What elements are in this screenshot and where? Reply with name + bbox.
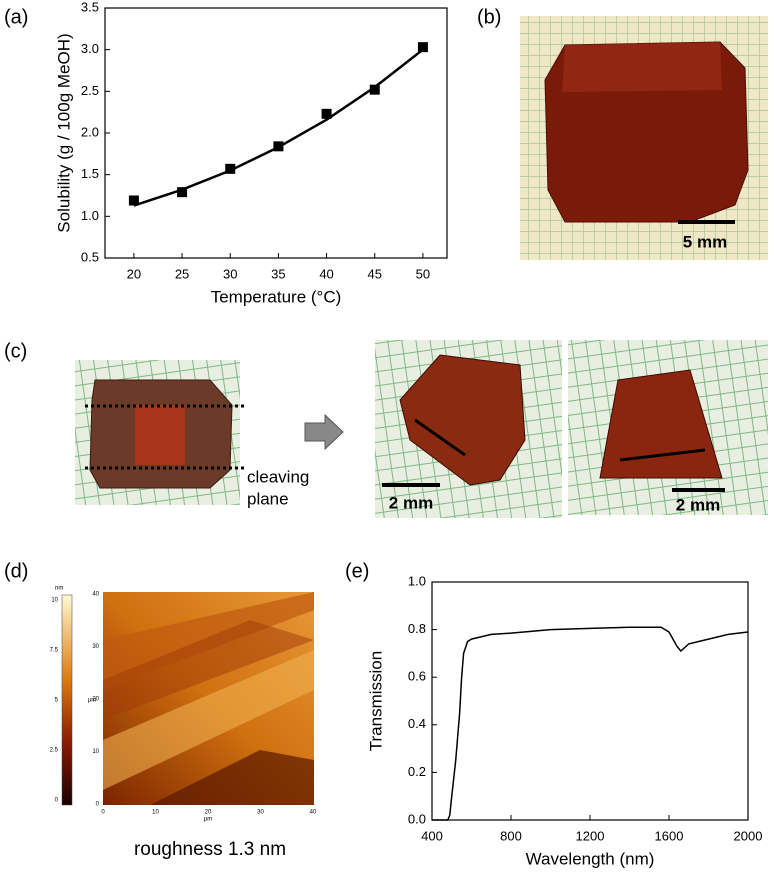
photo-c: cleaving plane 2 mm 2 mm [75, 340, 768, 518]
colorbar-label: 0 [55, 798, 59, 804]
afm-axis-unit: µm [204, 817, 212, 823]
afm-x-label: 20 [205, 810, 212, 816]
x-tick-label: 35 [271, 266, 285, 281]
y-tick-label: 1.0 [81, 208, 99, 223]
x-tick-label: 400 [421, 828, 443, 843]
afm-axis-unit: µm [88, 698, 96, 704]
afm-y-label: 30 [92, 644, 99, 650]
data-point [225, 163, 236, 174]
x-tick-label: 45 [368, 266, 382, 281]
y-tick-label: 2.0 [81, 124, 99, 139]
y-tick-label: 1.0 [408, 573, 426, 588]
annotation: cleaving [247, 467, 309, 486]
y-tick-label: 0.4 [408, 716, 426, 731]
colorbar-label: 7.5 [50, 648, 59, 654]
caption: roughness 1.3 nm [134, 839, 286, 860]
y-tick-label: 0.6 [408, 669, 426, 684]
panel-label: (c) [4, 340, 27, 362]
afm-y-label: 40 [92, 592, 99, 598]
colorbar-unit: nm [55, 586, 63, 592]
data-point [177, 187, 188, 198]
afm-y-label: 10 [92, 749, 99, 755]
panel-label: (a) [4, 6, 28, 28]
photo-b: 5 mm [520, 16, 768, 260]
afm-x-label: 10 [152, 810, 159, 816]
data-point [417, 42, 428, 53]
afm-y-label: 20 [92, 697, 99, 703]
y-tick-label: 1.5 [81, 166, 99, 181]
colorbar-label: 2.5 [50, 748, 59, 754]
x-tick-label: 1600 [655, 828, 684, 843]
data-line [133, 48, 424, 207]
data-point [369, 84, 380, 95]
x-tick-label: 800 [500, 828, 522, 843]
data-line [432, 626, 749, 821]
panel-label: (b) [477, 6, 501, 28]
y-tick-label: 0.5 [81, 249, 99, 264]
y-tick-label: 0.8 [408, 621, 426, 636]
panel-label: (e) [345, 560, 369, 582]
x-tick-label: 20 [127, 266, 141, 281]
afm-image: nm [55, 586, 314, 806]
y-tick-label: 0.2 [408, 764, 426, 779]
scale-label: 2 mm [389, 493, 433, 512]
data-point [321, 108, 332, 119]
afm-x-label: 30 [257, 810, 264, 816]
x-tick-label: 2000 [734, 828, 763, 843]
x-axis-label: Wavelength (nm) [526, 849, 655, 868]
x-tick-label: 30 [223, 266, 237, 281]
afm-x-label: 40 [310, 810, 317, 816]
y-tick-label: 2.5 [81, 83, 99, 98]
x-tick-label: 1200 [576, 828, 605, 843]
x-axis-label: Temperature (°C) [211, 287, 342, 306]
x-tick-label: 25 [175, 266, 189, 281]
plot-frame [431, 581, 749, 821]
colorbar-label: 5 [55, 698, 59, 704]
y-axis-label: Solubility (g / 100g MeOH) [54, 33, 73, 232]
y-tick-label: 3.0 [81, 41, 99, 56]
afm-x-label: 0 [101, 810, 105, 816]
x-tick-label: 40 [319, 266, 333, 281]
afm-y-label: 0 [96, 802, 100, 808]
x-tick-label: 50 [416, 266, 430, 281]
panel-label: (d) [4, 560, 28, 582]
y-tick-label: 0.0 [408, 811, 426, 826]
annotation: plane [247, 489, 289, 508]
scale-label: 2 mm [676, 495, 720, 514]
scale-label: 5 mm [683, 232, 727, 251]
colorbar-label: 10 [51, 598, 58, 604]
plot-frame [104, 7, 448, 259]
data-point [128, 195, 139, 206]
y-tick-label: 3.5 [81, 0, 99, 14]
y-axis-label: Transmission [366, 651, 385, 751]
